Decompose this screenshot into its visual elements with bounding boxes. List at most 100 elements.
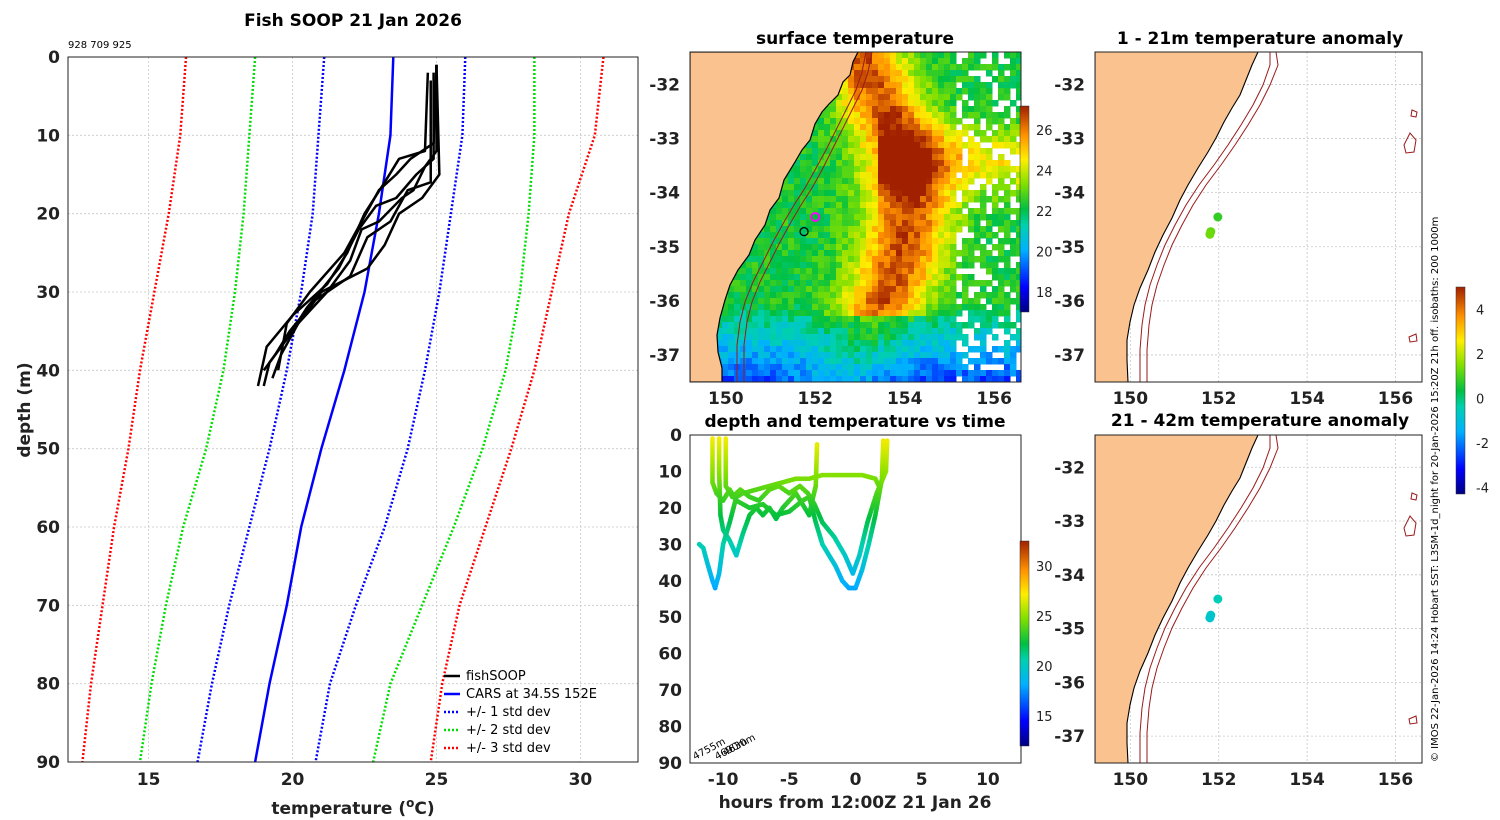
sst-cell: [842, 298, 849, 305]
sst-cell: [872, 160, 879, 167]
sst-cell: [1016, 340, 1021, 347]
sst-cell: [968, 76, 975, 83]
sst-cell: [980, 226, 987, 233]
sst-cell: [956, 76, 963, 83]
sst-cell: [944, 208, 951, 215]
sst-cell: [788, 298, 795, 305]
sst-cell: [854, 130, 861, 137]
sst-cell: [902, 58, 909, 65]
sst-cell: [860, 76, 867, 83]
anom2-island-2: [1403, 515, 1417, 537]
sst-cell: [956, 94, 963, 101]
sst-cell: [866, 112, 873, 119]
sst-cell: [842, 130, 849, 137]
sst-cell: [932, 214, 939, 221]
sst-cell: [974, 316, 981, 323]
sst-cell: [896, 244, 903, 251]
sst-cell: [872, 280, 879, 287]
sst-cell: [866, 298, 873, 305]
sst-cell: [812, 262, 819, 269]
sst-cell: [974, 160, 981, 167]
sst-cell: [746, 340, 753, 347]
sst-cell: [836, 202, 843, 209]
sst-cell: [770, 232, 777, 239]
sst-cell: [806, 214, 813, 221]
map-ytick-label: -36: [1054, 292, 1085, 312]
sst-cell: [926, 352, 933, 359]
sst-cell: [980, 166, 987, 173]
sst-cell: [830, 358, 837, 365]
sst-cell: [914, 364, 921, 371]
sst-cell: [788, 202, 795, 209]
sst-cell: [944, 322, 951, 329]
sst-cell: [854, 304, 861, 311]
fishsoop-cast-line: [262, 64, 441, 372]
sst-cell: [902, 358, 909, 365]
ship-marker-current: [810, 212, 821, 222]
sst-cell: [818, 364, 825, 371]
sst-cell: [716, 328, 723, 335]
sst-cell: [998, 226, 1005, 233]
sd2-upper-line: [371, 57, 536, 762]
sst-cell: [854, 196, 861, 203]
sst-cell: [938, 340, 945, 347]
sst-cell: [944, 376, 951, 382]
sst-cell: [884, 220, 891, 227]
sst-cell: [938, 52, 945, 59]
sst-cell: [998, 286, 1005, 293]
sst-cell: [842, 184, 849, 191]
sst-cell: [926, 202, 933, 209]
sst-cell: [902, 172, 909, 179]
sst-cell: [896, 58, 903, 65]
sst-cell: [878, 256, 885, 263]
sst-cell: [986, 352, 993, 359]
sst-cell: [974, 100, 981, 107]
sst-cell: [818, 214, 825, 221]
sst-cell: [974, 244, 981, 251]
sst-cell: [920, 100, 927, 107]
sst-cell: [800, 286, 807, 293]
sst-cell: [950, 130, 957, 137]
sst-cell: [806, 304, 813, 311]
dt-ytick-label: 30: [658, 535, 682, 555]
sst-cell: [824, 118, 831, 125]
sst-cell: [776, 340, 783, 347]
sd3-upper-line: [429, 57, 605, 762]
sst-cell: [938, 214, 945, 221]
sst-cell: [926, 316, 933, 323]
sst-cell: [752, 286, 759, 293]
sst-cell: [902, 76, 909, 83]
sst-cell: [746, 376, 753, 382]
sst-cell: [782, 220, 789, 227]
sst-cell: [1004, 124, 1011, 131]
sst-cell: [944, 148, 951, 155]
sst-cell: [848, 286, 855, 293]
sst-cell: [950, 166, 957, 173]
sst-cell: [950, 172, 957, 179]
sst-cell: [812, 244, 819, 251]
sst-cell: [872, 244, 879, 251]
sst-cell: [980, 214, 987, 221]
sst-cell: [824, 364, 831, 371]
sst-cell: [914, 64, 921, 71]
sst-cell: [854, 226, 861, 233]
sst-cell: [938, 208, 945, 215]
sst-cell: [782, 298, 789, 305]
profile-legend: fishSOOP CARS at 34.5S 152E +/- 1 std de…: [444, 669, 597, 756]
sst-cell: [740, 262, 747, 269]
sst-cell: [1016, 292, 1021, 299]
sst-cell: [926, 358, 933, 365]
sst-cell: [800, 238, 807, 245]
sst-cell: [908, 160, 915, 167]
sst-cell: [908, 250, 915, 257]
sst-cell: [938, 370, 945, 377]
sst-cell: [722, 364, 729, 371]
sst-cell: [770, 376, 777, 382]
sst-cell: [818, 322, 825, 329]
sst-cell: [806, 220, 813, 227]
sst-cell: [896, 172, 903, 179]
sst-cell: [884, 154, 891, 161]
sst-cell: [800, 208, 807, 215]
sst-cell: [854, 100, 861, 107]
profile-xtick-label: 30: [569, 770, 593, 790]
